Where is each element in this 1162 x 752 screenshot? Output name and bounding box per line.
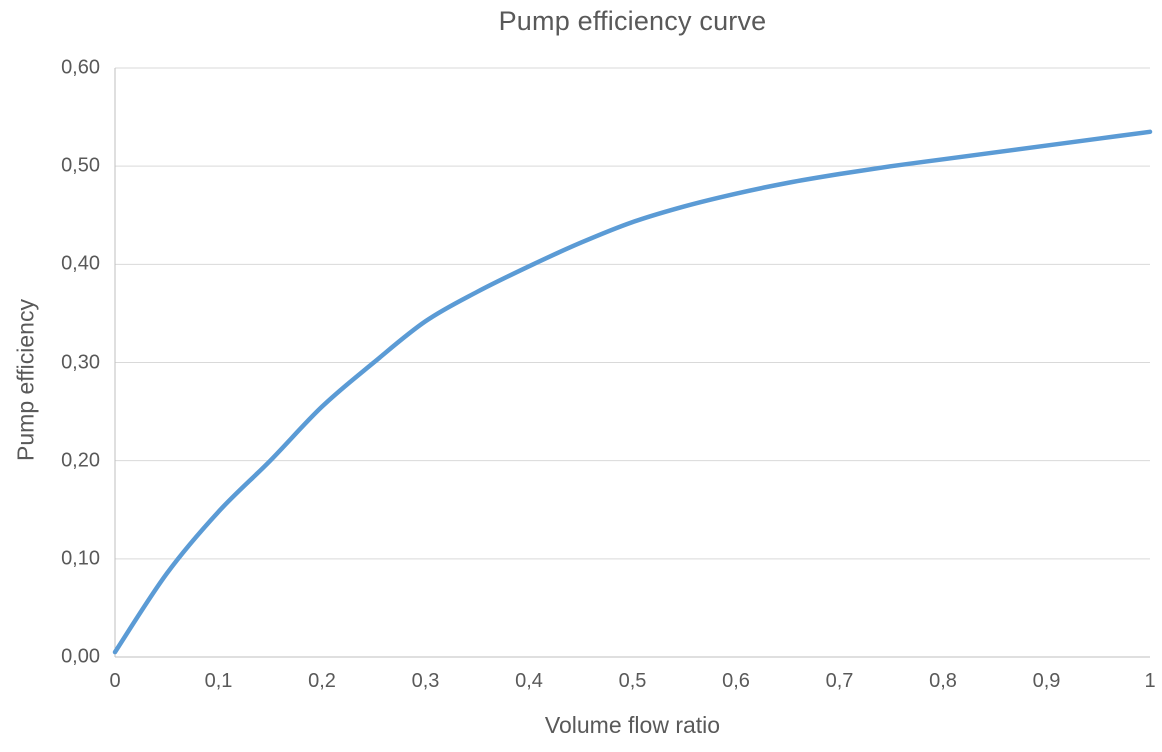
y-tick-label: 0,60 [61,56,100,79]
chart-title: Pump efficiency curve [498,6,767,36]
efficiency-curve [112,129,1153,655]
y-tick-label: 0,50 [61,154,100,177]
x-axis-title: Volume flow ratio [544,712,721,738]
x-tick-label: 0,7 [825,670,854,692]
y-tick-label: 0,00 [61,645,100,668]
x-tick-label: 0,3 [411,670,440,692]
y-tick-label: 0,10 [61,547,100,570]
x-tick-label: 0,5 [618,670,647,692]
x-tick-label: 0,2 [308,670,336,692]
x-tick-label: 1 [1144,670,1156,692]
x-tick-label: 0,6 [722,670,750,692]
x-tick-label: 0,8 [929,670,957,692]
x-tick-label: 0,9 [1032,670,1061,692]
x-tick-label: 0 [109,670,121,692]
y-tick-label: 0,20 [61,449,100,472]
x-tick-label: 0,4 [515,670,543,692]
y-axis-title: Pump efficiency [12,299,39,461]
y-tick-label: 0,30 [61,351,100,373]
y-tick-label: 0,40 [61,252,100,275]
x-tick-label: 0,1 [204,670,233,692]
